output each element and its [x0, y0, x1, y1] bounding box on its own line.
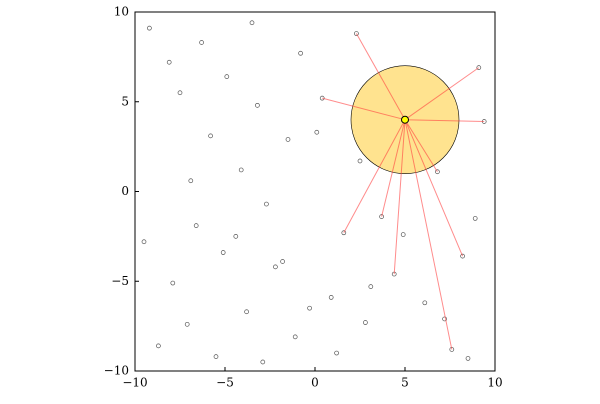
x-tick-label: −10 [122, 376, 147, 390]
point [285, 137, 291, 142]
y-tick-label: 10 [114, 5, 129, 19]
point [233, 234, 239, 239]
point [314, 129, 320, 135]
point [238, 167, 244, 173]
point [184, 321, 190, 327]
point [188, 178, 194, 184]
point [354, 31, 359, 36]
point [319, 95, 325, 101]
point [328, 295, 334, 300]
point [334, 350, 339, 356]
point [476, 65, 482, 70]
y-tick-label: −10 [104, 364, 129, 378]
point [193, 223, 199, 228]
point [244, 309, 249, 315]
point [435, 169, 440, 175]
point [255, 102, 260, 108]
y-tick-label: 0 [121, 184, 129, 198]
point [260, 359, 266, 365]
point [465, 356, 471, 361]
point [177, 90, 183, 96]
point [170, 280, 176, 286]
point [341, 230, 347, 236]
point [363, 320, 368, 325]
x-tick-label: 10 [487, 376, 502, 390]
point [213, 354, 219, 359]
link-line [322, 33, 485, 350]
point [224, 74, 230, 79]
x-tick-label: 5 [401, 376, 409, 390]
point [368, 284, 374, 289]
point [357, 158, 363, 164]
point [273, 264, 278, 270]
point [220, 250, 226, 255]
point [280, 259, 285, 264]
y-tick-label: 5 [121, 94, 129, 108]
y-tick-label: −5 [111, 274, 129, 288]
x-tick-label: 0 [311, 376, 319, 390]
point [472, 216, 478, 221]
highlight-node [401, 115, 409, 124]
point [292, 334, 298, 340]
point [141, 239, 147, 245]
point [208, 133, 213, 139]
point [199, 40, 204, 45]
point [422, 300, 428, 306]
point [298, 50, 303, 56]
point [400, 232, 406, 237]
plot-frame [134, 11, 496, 372]
point [307, 305, 312, 311]
point [156, 343, 161, 349]
point [442, 316, 447, 322]
point [460, 253, 465, 259]
point [264, 201, 269, 207]
point [147, 25, 152, 31]
x-tick-label: −5 [216, 376, 234, 390]
point [166, 59, 172, 65]
point [249, 20, 255, 26]
